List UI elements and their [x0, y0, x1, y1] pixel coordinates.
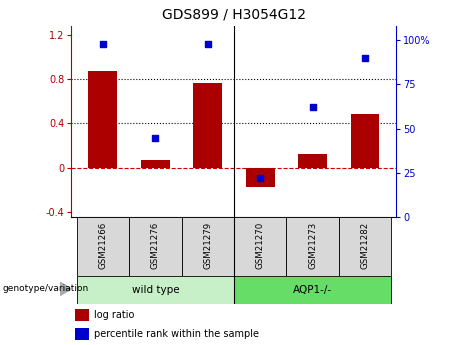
- Bar: [77, 276, 234, 304]
- Bar: [351, 115, 379, 168]
- Bar: [193, 83, 222, 168]
- Text: GSM21282: GSM21282: [361, 222, 370, 269]
- Text: log ratio: log ratio: [94, 310, 135, 320]
- Polygon shape: [60, 282, 71, 296]
- Text: GSM21270: GSM21270: [256, 222, 265, 269]
- Text: AQP1-/-: AQP1-/-: [293, 285, 332, 295]
- Title: GDS899 / H3054G12: GDS899 / H3054G12: [162, 8, 306, 22]
- Bar: [234, 217, 286, 276]
- Point: [361, 55, 369, 61]
- Text: percentile rank within the sample: percentile rank within the sample: [94, 329, 259, 339]
- Text: wild type: wild type: [131, 285, 179, 295]
- Point: [152, 135, 159, 140]
- Bar: [129, 217, 182, 276]
- Text: genotype/variation: genotype/variation: [2, 284, 89, 293]
- Text: GSM21273: GSM21273: [308, 222, 317, 269]
- Bar: [246, 168, 275, 187]
- Bar: [234, 276, 391, 304]
- Text: GSM21276: GSM21276: [151, 222, 160, 269]
- Bar: [141, 160, 170, 168]
- Bar: [182, 217, 234, 276]
- Bar: [75, 328, 89, 340]
- Point: [204, 41, 212, 46]
- Bar: [77, 217, 129, 276]
- Bar: [298, 154, 327, 168]
- Bar: [89, 71, 117, 168]
- Bar: [75, 309, 89, 321]
- Point: [309, 105, 316, 110]
- Text: GSM21279: GSM21279: [203, 222, 212, 269]
- Point: [256, 176, 264, 181]
- Bar: [339, 217, 391, 276]
- Text: GSM21266: GSM21266: [98, 222, 107, 269]
- Point: [99, 41, 106, 46]
- Bar: [286, 217, 339, 276]
